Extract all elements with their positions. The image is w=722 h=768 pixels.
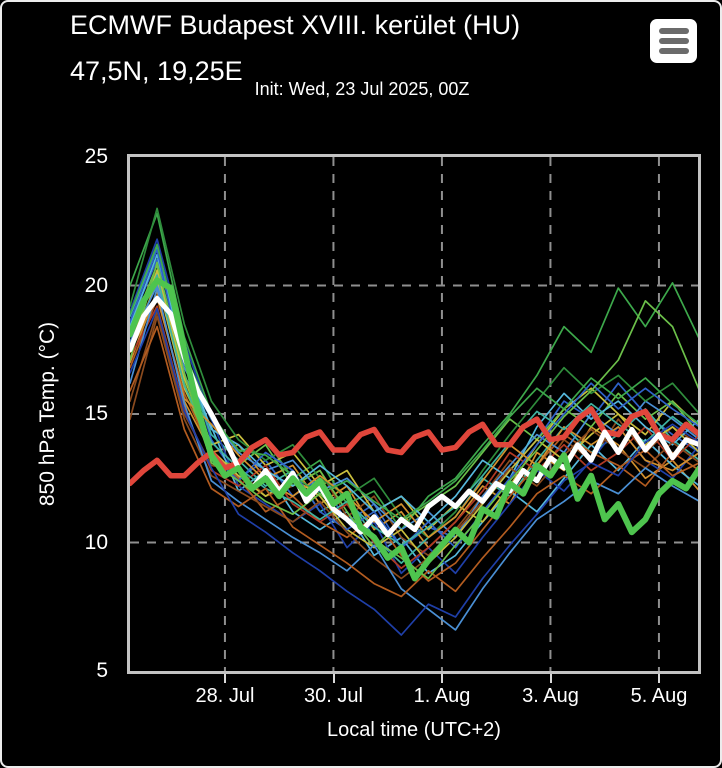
x-axis-title: Local time (UTC+2) [327,719,501,741]
x-tick-label-5aug: 5. Aug [630,685,688,707]
x-tick-mark [658,674,660,683]
ensemble-spaghetti-chart[interactable] [130,157,698,671]
x-tick-label-28jul: 28. Jul [195,685,255,707]
y-axis-title: 850 hPa Temp. (°C) [36,321,59,507]
chart-title-line2: 47,5N, 19,25E [70,56,243,86]
y-tick-label-10: 10 [84,530,108,554]
x-tick-label-1aug: 1. Aug [413,685,471,707]
y-tick-label-5: 5 [96,659,108,682]
chart-init-subtitle: Init: Wed, 23 Jul 2025, 00Z [254,79,470,99]
y-tick-label-15: 15 [84,402,108,425]
x-tick-mark [332,674,335,683]
chart-title-line1: ECMWF Budapest XVIII. kerület (HU) [70,10,521,40]
y-tick-label-25: 25 [84,145,108,168]
x-tick-label-3aug: 3. Aug [522,685,579,707]
plot-area[interactable] [127,154,701,674]
x-tick-mark [549,674,552,683]
x-tick-label-30jul: 30. Jul [304,685,363,707]
chart-menu-button[interactable] [650,19,697,63]
x-tick-mark [441,674,443,683]
x-tick-mark [224,674,226,683]
y-tick-label-20: 20 [84,273,108,297]
